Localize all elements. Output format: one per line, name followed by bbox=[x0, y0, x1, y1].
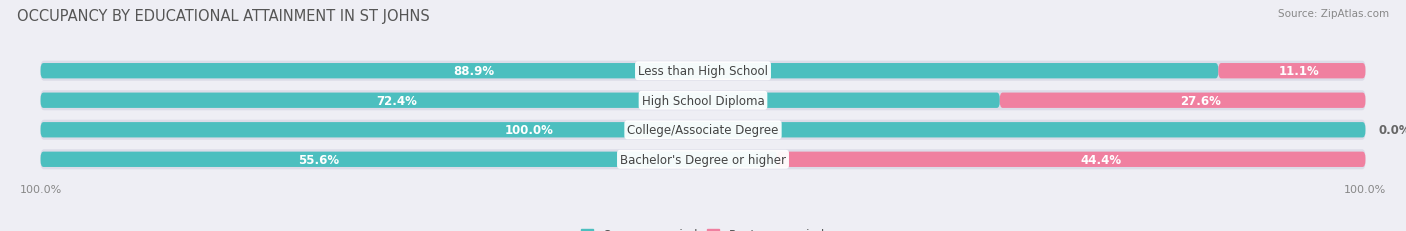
Text: 44.4%: 44.4% bbox=[1080, 153, 1122, 166]
Text: 27.6%: 27.6% bbox=[1181, 94, 1222, 107]
Text: Bachelor's Degree or higher: Bachelor's Degree or higher bbox=[620, 153, 786, 166]
Text: 72.4%: 72.4% bbox=[377, 94, 418, 107]
Text: 55.6%: 55.6% bbox=[298, 153, 339, 166]
FancyBboxPatch shape bbox=[41, 123, 1365, 138]
Legend: Owner-occupied, Renter-occupied: Owner-occupied, Renter-occupied bbox=[576, 223, 830, 231]
FancyBboxPatch shape bbox=[1000, 93, 1365, 108]
FancyBboxPatch shape bbox=[41, 91, 1365, 111]
Text: 100.0%: 100.0% bbox=[505, 124, 553, 137]
Text: 11.1%: 11.1% bbox=[1279, 65, 1320, 78]
FancyBboxPatch shape bbox=[1219, 64, 1365, 79]
Text: 0.0%: 0.0% bbox=[1379, 124, 1406, 137]
Text: College/Associate Degree: College/Associate Degree bbox=[627, 124, 779, 137]
FancyBboxPatch shape bbox=[41, 150, 1365, 170]
FancyBboxPatch shape bbox=[41, 61, 1365, 81]
Text: High School Diploma: High School Diploma bbox=[641, 94, 765, 107]
Text: OCCUPANCY BY EDUCATIONAL ATTAINMENT IN ST JOHNS: OCCUPANCY BY EDUCATIONAL ATTAINMENT IN S… bbox=[17, 9, 430, 24]
Text: Less than High School: Less than High School bbox=[638, 65, 768, 78]
FancyBboxPatch shape bbox=[41, 64, 1219, 79]
FancyBboxPatch shape bbox=[41, 120, 1365, 140]
Text: 88.9%: 88.9% bbox=[453, 65, 494, 78]
Text: Source: ZipAtlas.com: Source: ZipAtlas.com bbox=[1278, 9, 1389, 19]
FancyBboxPatch shape bbox=[41, 152, 778, 167]
FancyBboxPatch shape bbox=[778, 152, 1365, 167]
FancyBboxPatch shape bbox=[41, 93, 1000, 108]
